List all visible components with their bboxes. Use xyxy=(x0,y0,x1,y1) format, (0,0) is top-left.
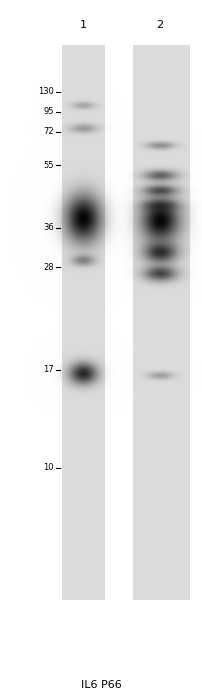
Text: 10: 10 xyxy=(43,464,54,473)
Text: 1: 1 xyxy=(79,20,86,30)
Text: 2: 2 xyxy=(156,20,163,30)
Text: 72: 72 xyxy=(43,128,54,137)
Text: 36: 36 xyxy=(43,224,54,233)
Text: 55: 55 xyxy=(43,160,54,169)
Text: 130: 130 xyxy=(38,88,54,96)
Text: 95: 95 xyxy=(43,107,54,116)
Text: 28: 28 xyxy=(43,263,54,272)
Text: IL6 P66: IL6 P66 xyxy=(81,680,121,690)
Text: 17: 17 xyxy=(43,365,54,374)
